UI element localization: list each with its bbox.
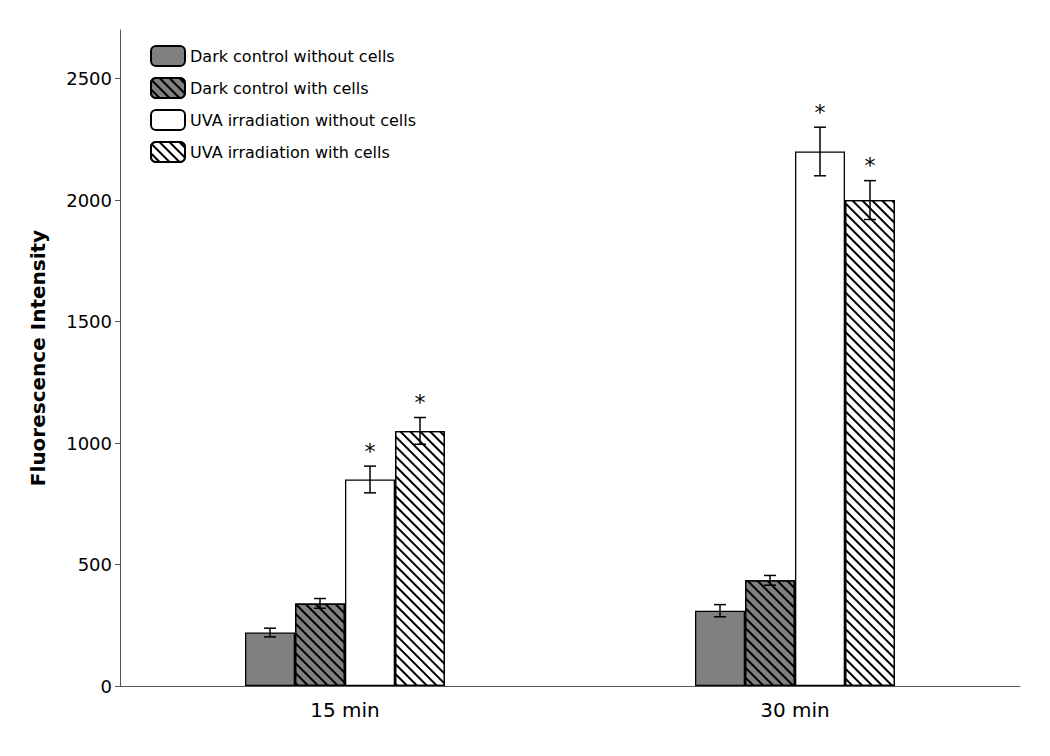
svg-text:*: * xyxy=(415,390,426,415)
svg-text:Dark control without cells: Dark control without cells xyxy=(190,47,395,66)
svg-text:500: 500 xyxy=(78,554,112,575)
svg-text:*: * xyxy=(865,153,876,178)
svg-text:15 min: 15 min xyxy=(310,698,380,722)
svg-text:1500: 1500 xyxy=(66,311,112,332)
svg-text:0: 0 xyxy=(101,676,112,697)
svg-text:30 min: 30 min xyxy=(760,698,830,722)
svg-text:1000: 1000 xyxy=(66,433,112,454)
svg-text:UVA irradiation with cells: UVA irradiation with cells xyxy=(190,143,390,162)
svg-text:Dark control with cells: Dark control with cells xyxy=(190,79,369,98)
svg-text:UVA irradiation without cells: UVA irradiation without cells xyxy=(190,111,416,130)
svg-text:*: * xyxy=(365,439,376,464)
svg-text:Fluorescence Intensity: Fluorescence Intensity xyxy=(26,230,50,486)
svg-text:2500: 2500 xyxy=(66,68,112,89)
svg-text:2000: 2000 xyxy=(66,190,112,211)
svg-text:*: * xyxy=(815,100,826,125)
